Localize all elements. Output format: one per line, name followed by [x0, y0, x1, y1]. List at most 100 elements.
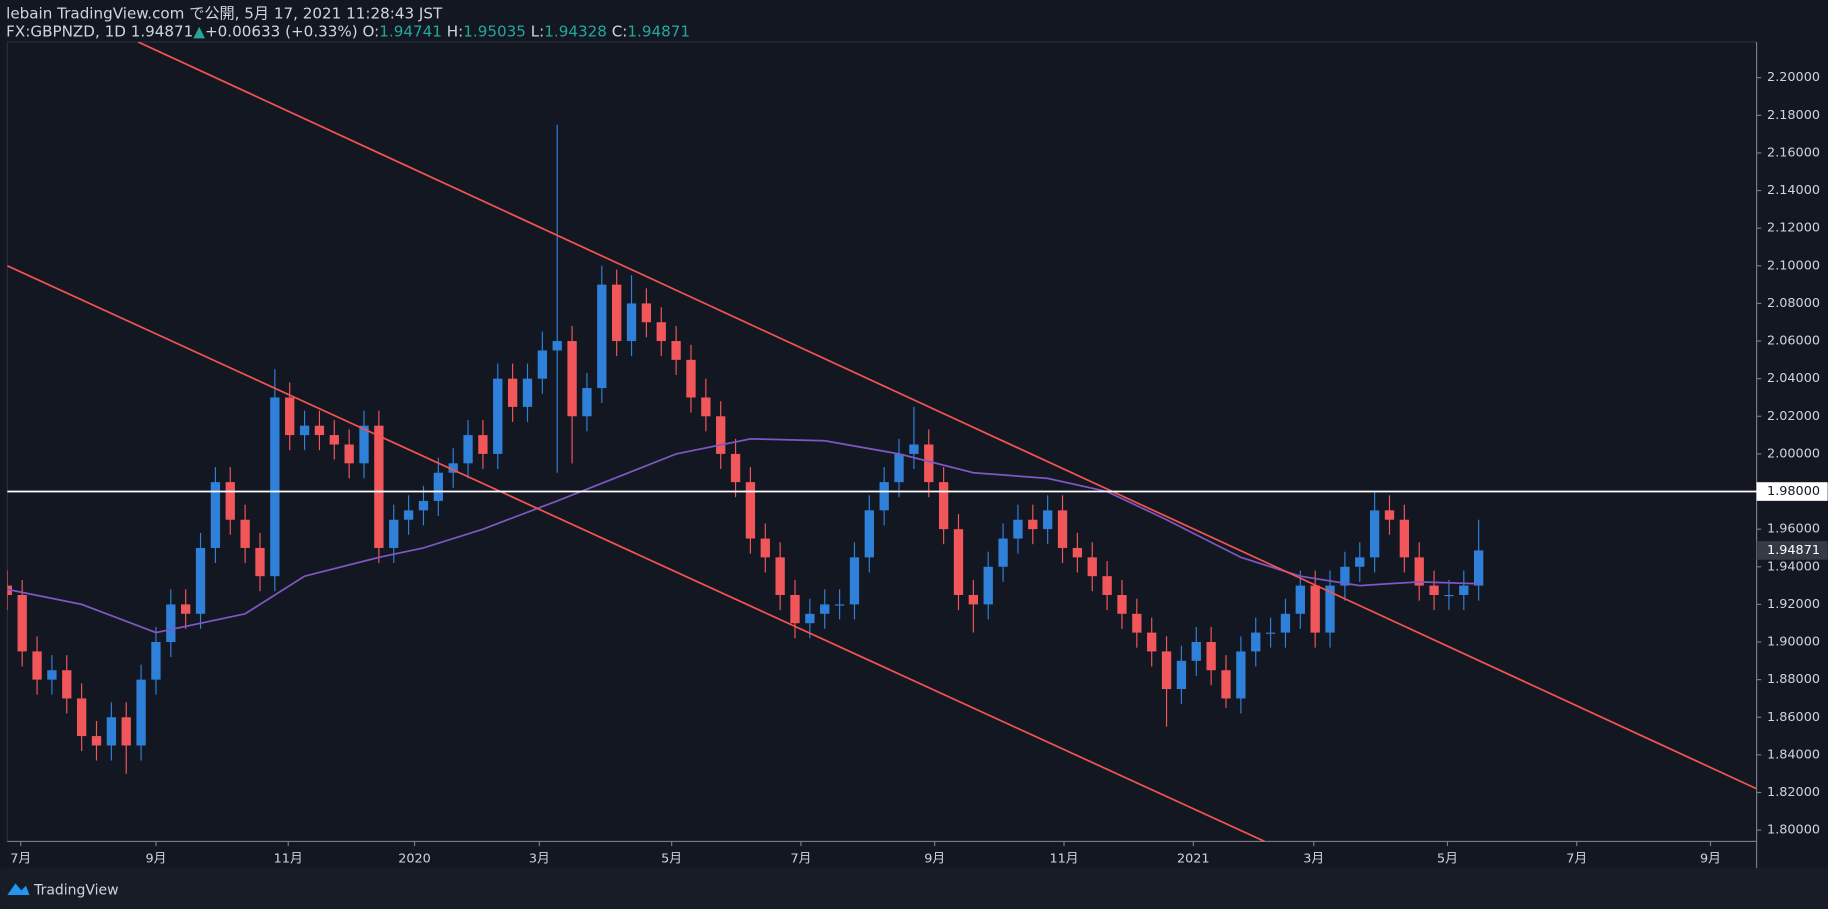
candle-body — [864, 510, 874, 558]
logo — [7, 883, 30, 896]
x-tick-label: 5月 — [1437, 851, 1458, 866]
candle-body — [507, 378, 518, 407]
candle-body — [775, 557, 785, 595]
candle-body — [716, 416, 726, 454]
candle-body — [493, 378, 503, 454]
candle-body — [909, 444, 919, 454]
arrow: ▲ — [193, 22, 205, 40]
last: 1.94871 — [131, 22, 194, 40]
candle-body — [760, 538, 770, 558]
candle-body — [1176, 660, 1187, 690]
candle-body — [968, 594, 979, 605]
candle-body — [1251, 632, 1261, 652]
candle-body — [1057, 510, 1068, 548]
candle-body — [1072, 547, 1083, 558]
candle-body — [1459, 585, 1469, 595]
y-tick-label: 1.82000 — [1767, 785, 1820, 800]
candle-body — [552, 341, 562, 351]
o-label: O: — [363, 22, 380, 40]
candle-body — [1221, 670, 1231, 699]
candle-body — [686, 359, 696, 398]
candle-body — [285, 397, 295, 436]
y-tick-label: 2.14000 — [1767, 183, 1820, 198]
candle-body — [121, 717, 131, 746]
candle-body — [730, 453, 741, 483]
x-tick-label: 2021 — [1177, 851, 1210, 866]
candle-body — [195, 547, 206, 614]
candle-body — [389, 519, 399, 548]
y-tick-label: 2.06000 — [1767, 334, 1820, 349]
x-tick-label: 9月 — [145, 851, 166, 866]
trend-line — [7, 265, 1266, 842]
y-tick-label: 2.08000 — [1767, 296, 1820, 311]
candle-body — [790, 594, 800, 624]
logo-icon — [7, 883, 30, 896]
y-tick-label: 2.10000 — [1767, 258, 1820, 273]
y-tick-label: 1.86000 — [1767, 710, 1820, 725]
candle-body — [1384, 510, 1395, 520]
candle-body — [953, 529, 964, 595]
candle-body — [1325, 585, 1335, 633]
candle-body — [924, 444, 934, 483]
y-tick-label: 1.80000 — [1767, 823, 1820, 838]
y-tick-label: 2.20000 — [1767, 70, 1820, 85]
x-tick-label: 3月 — [1303, 851, 1324, 866]
x-tick-label: 3月 — [529, 851, 550, 866]
candle-body — [76, 698, 87, 737]
candle-body — [299, 425, 310, 436]
candle-body — [255, 547, 265, 577]
candle-body — [181, 604, 191, 614]
candle-body — [1369, 510, 1380, 558]
candle-body — [1206, 642, 1216, 671]
candle-body — [240, 519, 250, 548]
candle-body — [582, 388, 592, 417]
candle-body — [270, 397, 280, 577]
h-value: 1.95035 — [463, 22, 526, 40]
h-label: H: — [447, 22, 464, 40]
c-value: 1.94871 — [627, 22, 690, 40]
candle-body — [626, 303, 637, 342]
candle-body — [210, 482, 221, 548]
x-tick-label: 11月 — [274, 851, 303, 866]
candle-body — [1043, 510, 1053, 530]
candle-body — [314, 425, 325, 436]
candle-body — [1117, 594, 1127, 614]
candle-body — [701, 397, 711, 417]
candle-body — [1399, 519, 1410, 558]
plot-area — [6, 41, 1758, 842]
price-tag-label: 1.94871 — [1767, 543, 1820, 558]
candle-body — [463, 435, 473, 464]
y-tick-label: 1.96000 — [1767, 522, 1820, 537]
candle-body — [567, 341, 577, 417]
candle-body — [225, 482, 235, 520]
candle-body — [418, 500, 429, 511]
symbol: FX:GBPNZD, 1D — [6, 22, 126, 40]
candle-body — [820, 604, 830, 614]
candle-body — [166, 604, 176, 643]
candle-body — [106, 717, 117, 746]
candle-body — [537, 350, 548, 379]
candle-body — [597, 284, 607, 389]
y-tick-label: 1.88000 — [1767, 672, 1820, 687]
candle-body — [1444, 594, 1454, 597]
x-tick-label: 7月 — [1566, 851, 1587, 866]
candle-body — [374, 425, 384, 548]
l-value: 1.94328 — [544, 22, 607, 40]
candle-body — [612, 284, 622, 342]
candle-body — [1295, 585, 1305, 614]
ohlc-line: FX:GBPNZD, 1D 1.94871▲+0.00633 (+0.33%) … — [6, 22, 690, 40]
candle-body — [433, 472, 443, 501]
candle-body — [329, 435, 339, 445]
moving-average — [7, 437, 1479, 634]
candle-body — [403, 510, 414, 520]
candle-body — [938, 482, 949, 530]
y-tick-label: 1.84000 — [1767, 747, 1820, 762]
y-tick-label: 2.02000 — [1767, 409, 1820, 424]
candle-body — [1087, 557, 1097, 577]
candle-body — [1191, 642, 1201, 661]
publish-info: lebain TradingView.com で公開, 5月 17, 2021 … — [6, 4, 443, 22]
candle-body — [745, 482, 756, 539]
plot — [7, 41, 1757, 842]
o-value: 1.94741 — [379, 22, 442, 40]
